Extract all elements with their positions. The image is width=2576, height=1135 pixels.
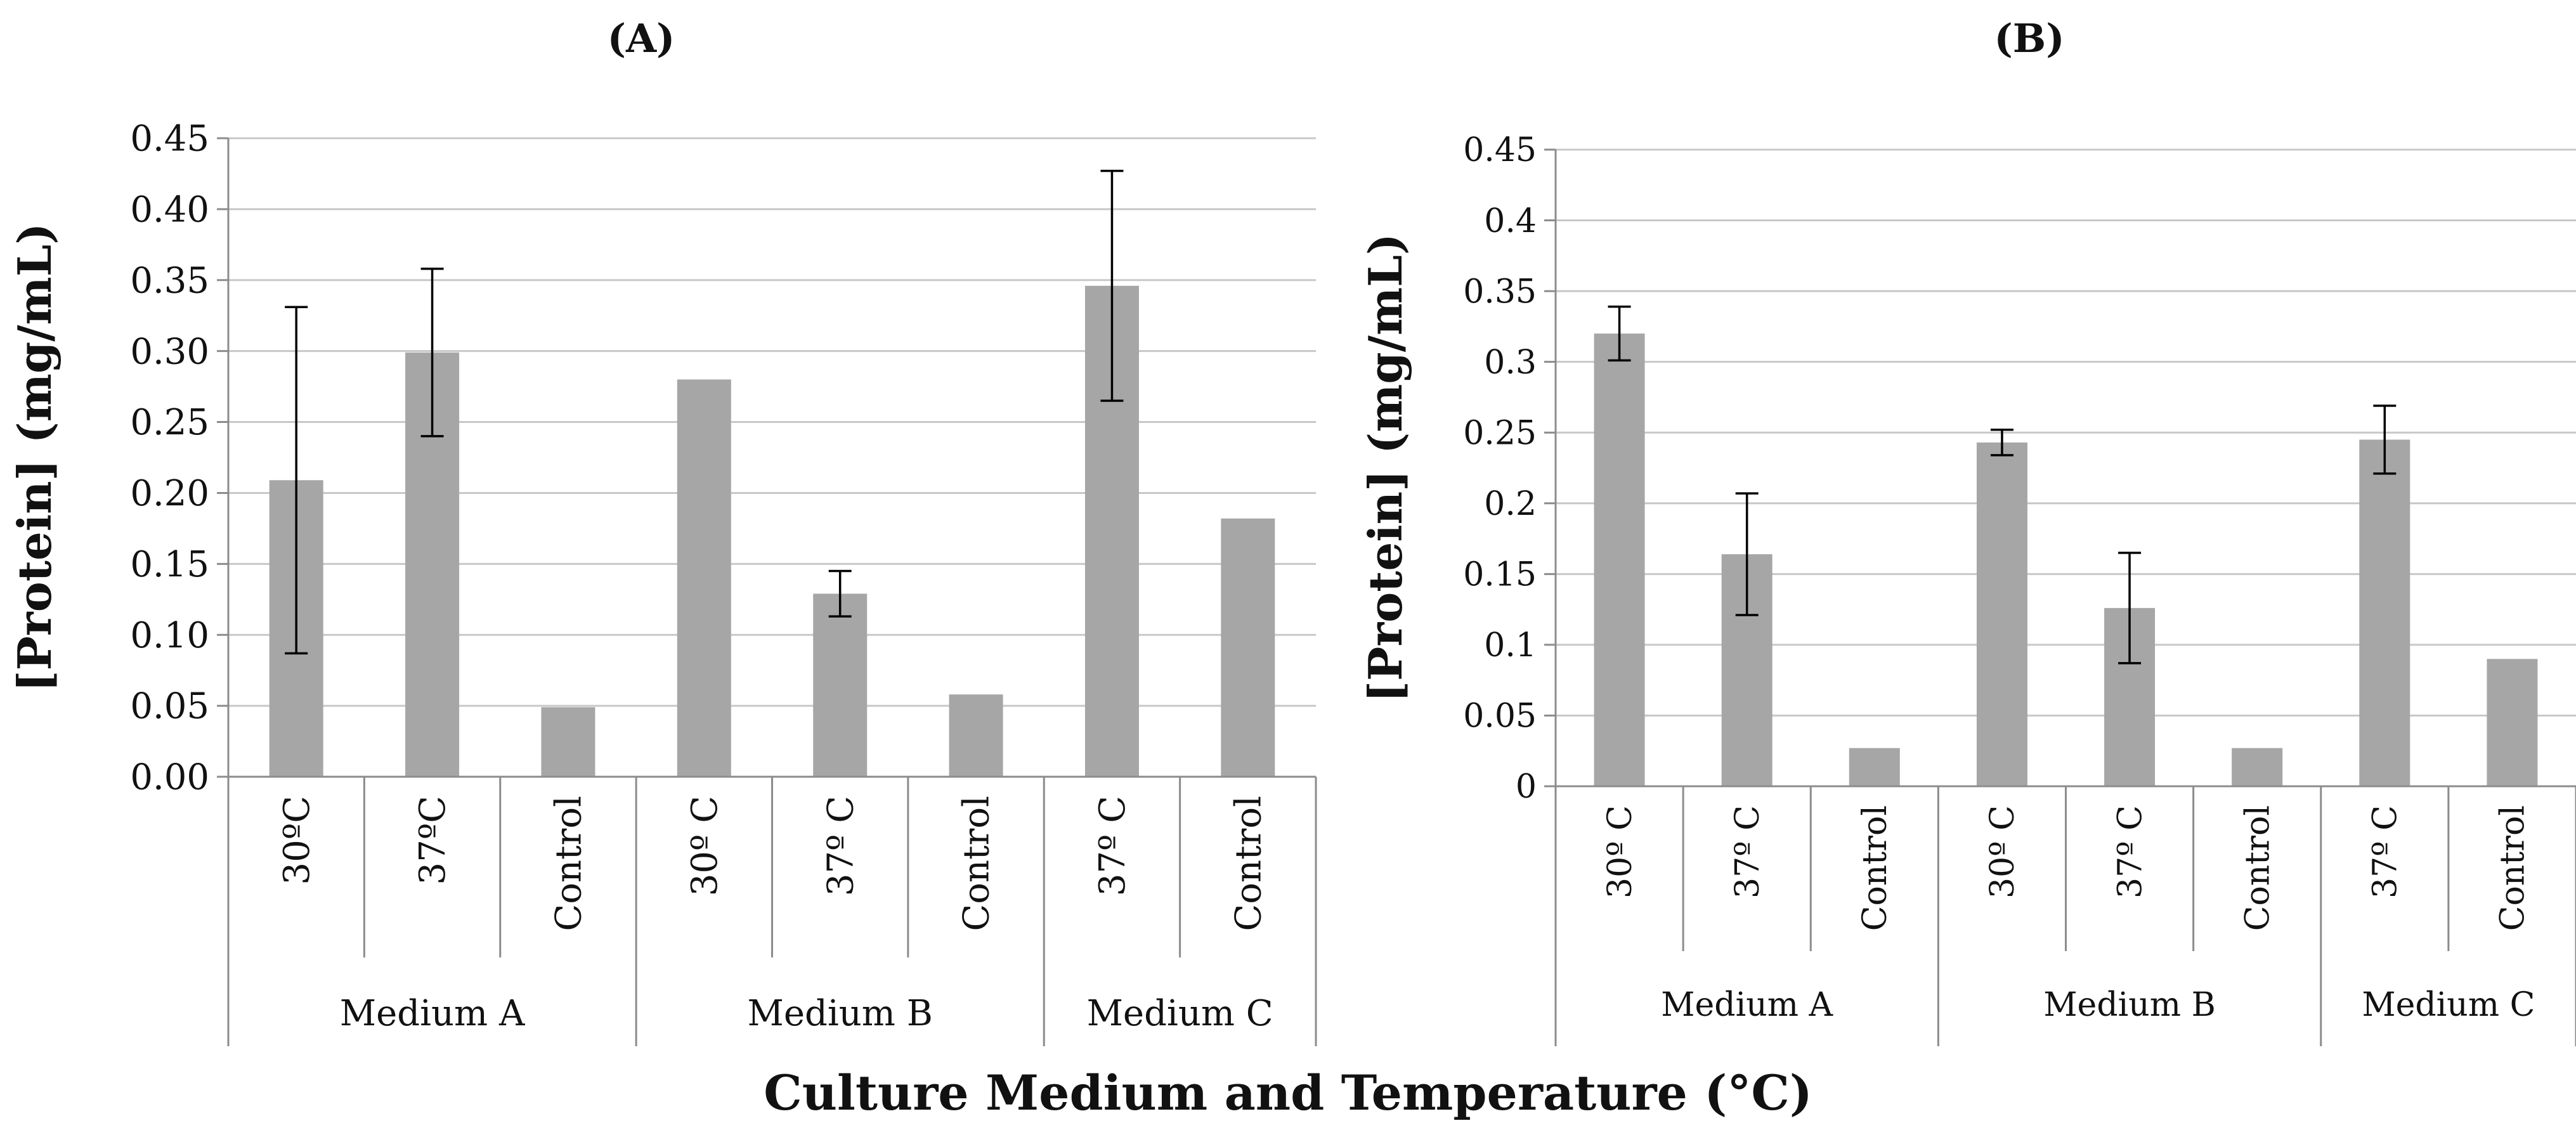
y-tick-label: 0.35 [1463, 273, 1537, 311]
y-tick-label: 0.15 [1463, 556, 1537, 594]
x-category-label: Control [2239, 805, 2277, 931]
y-tick-label: 0.35 [130, 260, 209, 301]
x-category-label: Control [549, 796, 590, 931]
y-tick-label: 0.30 [130, 331, 209, 372]
bar [1976, 442, 2027, 786]
x-category-label: 30ºC [276, 796, 318, 885]
x-group-label: Medium C [1087, 993, 1273, 1034]
x-group-label: Medium C [2362, 986, 2535, 1024]
y-tick-label: 0.00 [130, 757, 209, 798]
bar [2359, 439, 2410, 786]
x-group-label: Medium B [2043, 986, 2215, 1024]
y-tick-label: 0.45 [1463, 131, 1537, 169]
x-category-label: 30º C [684, 796, 725, 896]
x-category-label: Control [1228, 796, 1269, 931]
x-category-label: 30º C [1984, 805, 2022, 898]
y-tick-label: 0.2 [1484, 485, 1537, 523]
x-category-label: 37ºC [412, 796, 453, 885]
bar [1849, 748, 1900, 786]
y-tick-label: 0.45 [130, 119, 209, 160]
y-tick-label: 0 [1516, 768, 1537, 806]
bar [1594, 334, 1645, 786]
chart-a: 0.00 0.05 0.10 0.15 0.20 0.25 0.30 0.35 0.40 0.45… [8, 119, 1317, 1046]
bar [2487, 659, 2538, 786]
bar [1221, 518, 1275, 777]
x-category-label: Control [1856, 805, 1894, 931]
x-category-label: 37º C [1092, 796, 1133, 896]
y-tick-label: 0.4 [1484, 202, 1537, 240]
y-tick-label: 0.40 [130, 189, 209, 230]
y-axis-title: [Protein] (mg/mL) [8, 223, 62, 692]
x-category-label: 30º C [1601, 805, 1639, 898]
chart-b: 0 0.05 0.1 0.15 0.2 0.25 0.3 0.35 0.4 0.45 30º C 37… [1358, 131, 2576, 1046]
bar [2232, 748, 2283, 786]
panel-a-label: (A) [608, 15, 675, 62]
x-category-label: 37º C [2111, 805, 2149, 898]
x-group-label: Medium A [340, 993, 525, 1034]
y-tick-label: 0.3 [1484, 344, 1537, 382]
y-tick-label: 0.15 [130, 544, 209, 585]
x-group-label: Medium A [1661, 986, 1833, 1024]
bar [813, 593, 868, 777]
x-axis-title: Culture Medium and Temperature (°C) [764, 1065, 1812, 1121]
x-category-label: 37º C [1729, 805, 1767, 898]
y-tick-label: 0.10 [130, 615, 209, 656]
bar [949, 694, 1003, 777]
bar [677, 379, 731, 777]
y-tick-label: 0.20 [130, 473, 209, 514]
x-category-label: Control [956, 796, 998, 931]
y-tick-label: 0.25 [1463, 414, 1537, 452]
y-axis-title: [Protein] (mg/mL) [1358, 233, 1412, 703]
bar [541, 707, 595, 777]
x-category-label: Control [2494, 805, 2532, 931]
y-tick-label: 0.05 [130, 686, 209, 727]
x-category-label: 37º C [820, 796, 861, 896]
panel-b-label: (B) [1994, 15, 2064, 62]
x-category-label: 37º C [2367, 805, 2405, 898]
x-group-label: Medium B [748, 993, 933, 1034]
y-tick-label: 0.25 [130, 402, 209, 443]
y-tick-label: 0.1 [1484, 626, 1537, 665]
y-tick-label: 0.05 [1463, 697, 1537, 736]
